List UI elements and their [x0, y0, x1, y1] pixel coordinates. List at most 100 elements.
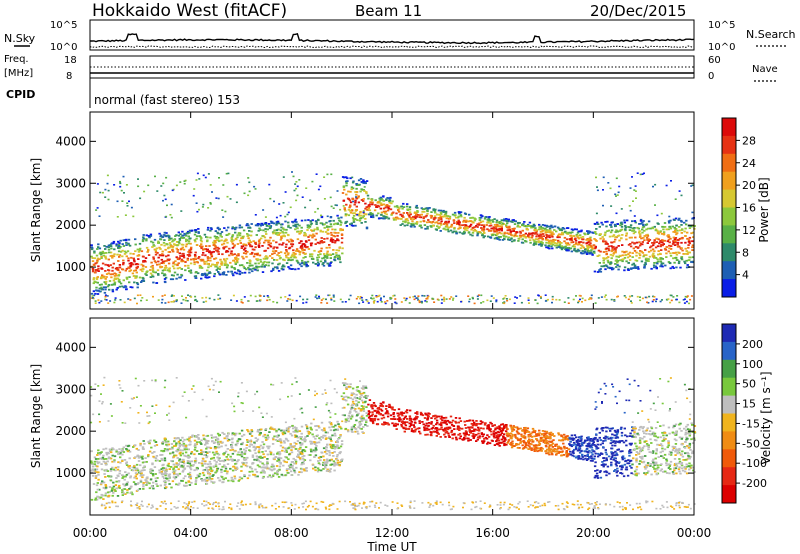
echo-cell	[299, 295, 302, 298]
echo-cell	[603, 233, 607, 236]
echo-cell	[94, 281, 98, 284]
echo-cell	[443, 211, 446, 213]
echo-cell	[206, 452, 209, 454]
echo-cell	[602, 238, 605, 240]
echo-cell	[491, 234, 494, 236]
echo-cell	[691, 184, 694, 186]
echo-cell	[269, 197, 272, 200]
echo-cell	[189, 242, 192, 245]
echo-cell	[382, 217, 385, 220]
echo-cell	[289, 298, 292, 301]
echo-cell	[660, 244, 663, 246]
echo-cell	[163, 260, 166, 263]
echo-cell	[552, 238, 555, 241]
echo-cell	[277, 458, 280, 460]
echo-cell	[148, 487, 152, 490]
echo-cell	[628, 255, 632, 257]
echo-cell	[602, 240, 605, 242]
echo-cell	[572, 234, 575, 237]
echo-cell	[241, 235, 244, 238]
echo-cell	[378, 197, 381, 200]
echo-cell	[571, 245, 575, 248]
echo-cell	[215, 236, 219, 238]
echo-cell	[196, 261, 199, 264]
echo-cell	[481, 229, 484, 231]
echo-cell	[345, 182, 348, 184]
echo-cell	[690, 422, 693, 425]
echo-cell	[570, 250, 573, 253]
echo-cell	[163, 294, 166, 296]
echo-cell	[188, 471, 192, 474]
echo-cell	[125, 276, 128, 279]
echo-cell	[179, 449, 182, 451]
echo-cell	[96, 248, 99, 250]
echo-cell	[439, 211, 443, 214]
echo-cell	[678, 229, 682, 232]
echo-cell	[261, 263, 264, 266]
echo-cell	[215, 446, 219, 449]
echo-cell	[487, 230, 491, 232]
echo-cell	[449, 229, 453, 232]
echo-cell	[267, 467, 271, 470]
freq-tick-lo: 8	[66, 71, 72, 82]
echo-cell	[128, 281, 131, 284]
echo-cell	[576, 250, 579, 253]
echo-cell	[425, 214, 428, 217]
echo-cell	[105, 453, 109, 456]
echo-cell	[653, 225, 656, 228]
echo-cell	[139, 268, 142, 271]
echo-cell	[212, 456, 215, 459]
echo-cell	[168, 270, 171, 272]
echo-cell	[456, 216, 460, 219]
echo-cell	[121, 268, 124, 271]
colorbar-tick-label: 16	[742, 202, 756, 215]
echo-cell	[196, 476, 200, 478]
echo-cell	[213, 243, 216, 245]
echo-cell	[564, 246, 567, 249]
echo-cell	[620, 426, 623, 429]
echo-cell	[485, 224, 488, 226]
echo-cell	[349, 209, 352, 212]
echo-cell	[435, 229, 438, 231]
echo-cell	[681, 249, 684, 252]
echo-cell	[303, 249, 306, 251]
echo-cell	[316, 228, 319, 231]
echo-cell	[281, 265, 284, 268]
echo-cell	[186, 300, 189, 302]
echo-cell	[211, 475, 214, 477]
echo-cell	[224, 467, 228, 470]
echo-cell	[119, 246, 122, 248]
echo-cell	[165, 266, 168, 269]
power-ylabel: Slant Range [km]	[29, 158, 43, 262]
echo-cell	[157, 274, 160, 276]
echo-cell	[350, 186, 354, 189]
echo-cell	[93, 280, 96, 283]
echo-cell	[197, 231, 200, 233]
echo-cell	[166, 448, 169, 451]
echo-cell	[595, 233, 598, 235]
echo-cell	[269, 242, 272, 245]
echo-cell	[425, 300, 428, 303]
echo-cell	[661, 299, 663, 301]
echo-cell	[307, 248, 311, 250]
echo-cell	[243, 267, 246, 270]
echo-cell	[406, 224, 409, 227]
echo-cell	[119, 239, 122, 242]
echo-cell	[277, 263, 280, 266]
echo-cell	[404, 221, 407, 224]
echo-cell	[164, 198, 167, 201]
echo-cell	[559, 246, 562, 249]
echo-cell	[266, 247, 270, 250]
echo-cell	[577, 249, 580, 252]
echo-cell	[590, 443, 593, 446]
echo-cell	[540, 240, 543, 243]
echo-cell	[202, 174, 205, 177]
echo-cell	[343, 188, 346, 191]
echo-cell	[214, 246, 217, 249]
echo-cell	[143, 190, 146, 193]
echo-cell	[201, 450, 204, 453]
echo-cell	[343, 384, 346, 387]
echo-cell	[240, 435, 244, 438]
echo-cell	[210, 227, 213, 229]
echo-cell	[116, 268, 119, 271]
